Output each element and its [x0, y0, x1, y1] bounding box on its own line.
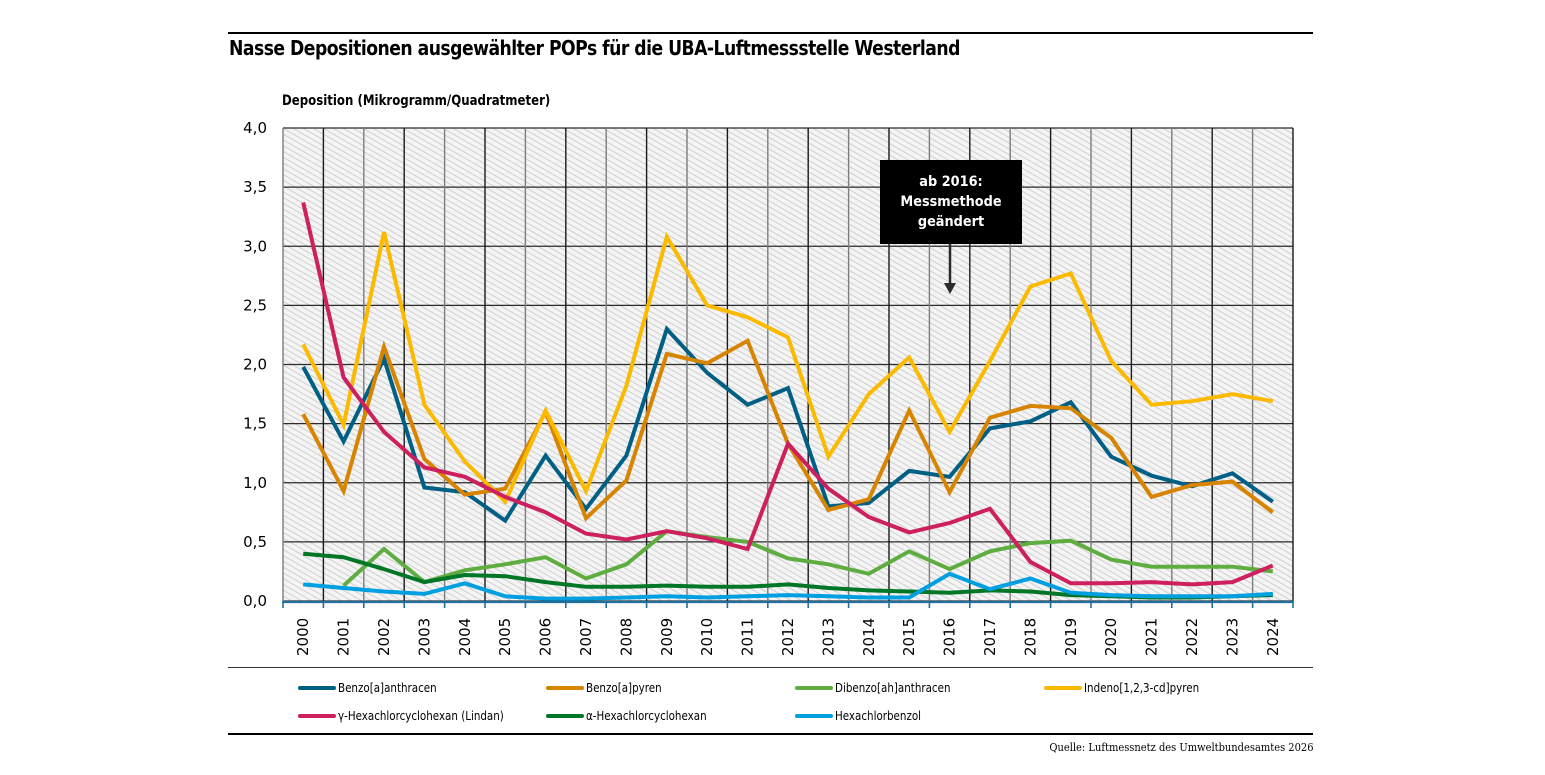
x-tick-label: 2018 — [1021, 618, 1039, 656]
x-tick-label: 2022 — [1183, 618, 1201, 656]
x-tick-label: 2000 — [294, 618, 312, 656]
series-line-hexachlorcyclohexan-lindan — [301, 202, 1274, 587]
legend-item: Dibenzo[ah]anthracen — [795, 680, 969, 696]
y-tick-label: 3,5 — [243, 178, 267, 196]
legend-swatch — [546, 714, 584, 718]
x-axis — [282, 600, 1294, 608]
legend-label: Benzo[a]pyren — [586, 681, 662, 695]
source-note: Quelle: Luftmessnetz des Umweltbundesamt… — [1048, 741, 1313, 754]
x-tick-label: 2014 — [860, 618, 878, 656]
x-tick-label: 2023 — [1223, 618, 1241, 656]
series-lines — [301, 202, 1275, 601]
line-chart: 0,0 0,5 1,0 1,5 2,0 2,5 3,0 3,5 4,0 2000 2001 2002… — [243, 119, 1294, 656]
y-tick-label: 2,0 — [243, 356, 267, 374]
legend-swatch — [298, 686, 336, 690]
legend-item: Hexachlorbenzol — [795, 708, 935, 724]
legend-swatch — [795, 714, 833, 718]
legend-swatch — [795, 686, 833, 690]
y-axis-ticks: 0,0 0,5 1,0 1,5 2,0 2,5 3,0 3,5 4,0 — [243, 119, 267, 610]
legend-label: Benzo[a]anthracen — [338, 681, 437, 695]
x-tick-label: 2016 — [941, 618, 959, 656]
x-tick-label: 2004 — [456, 618, 474, 656]
x-tick-label: 2007 — [577, 618, 595, 656]
chart-title: Nasse Depositionen ausgewählter POPs für… — [229, 36, 960, 60]
series-line-dibenzo-ah-anthracen — [342, 529, 1274, 588]
x-tick-label: 2021 — [1143, 618, 1161, 656]
legend-item: γ-Hexachlorcyclohexan (Lindan) — [298, 708, 531, 724]
x-tick-label: 2013 — [819, 618, 837, 656]
legend-swatch — [546, 686, 584, 690]
x-tick-label: 2017 — [981, 618, 999, 656]
legend-item: Benzo[a]pyren — [546, 680, 674, 696]
annotation-arrow-head — [944, 283, 956, 294]
annotation-line-2: Messmethode — [900, 194, 1002, 210]
annotation-line-1: ab 2016: — [919, 174, 983, 190]
x-tick-label: 2006 — [537, 618, 555, 656]
x-tick-label: 2019 — [1062, 618, 1080, 656]
legend-label: Dibenzo[ah]anthracen — [835, 681, 951, 695]
legend-swatch — [1044, 686, 1082, 690]
legend-top-rule — [228, 667, 1313, 668]
y-tick-label: 0,0 — [243, 592, 267, 610]
x-tick-label: 2005 — [496, 618, 514, 656]
bottom-rule — [228, 733, 1313, 735]
legend-swatch — [298, 714, 336, 718]
y-tick-label: 0,5 — [243, 533, 267, 551]
y-tick-label: 3,0 — [243, 237, 267, 255]
y-tick-label: 4,0 — [243, 119, 267, 137]
y-axis-label: Deposition (Mikrogramm/Quadratmeter) — [282, 93, 551, 109]
x-tick-label: 2003 — [415, 618, 433, 656]
legend-label: α-Hexachlorcyclohexan — [586, 709, 707, 723]
x-tick-label: 2002 — [375, 618, 393, 656]
x-tick-label: 2020 — [1102, 618, 1120, 656]
series-line-indeno-1-2-3-cd-pyren — [301, 231, 1274, 506]
legend-item: Indeno[1,2,3-cd]pyren — [1044, 680, 1218, 696]
legend-label: Hexachlorbenzol — [835, 709, 922, 723]
annotation-line-3: geändert — [917, 214, 985, 230]
y-tick-label: 1,0 — [243, 474, 267, 492]
x-tick-label: 2024 — [1264, 618, 1282, 656]
legend-label: Indeno[1,2,3-cd]pyren — [1084, 681, 1200, 695]
method-change-annotation: ab 2016: Messmethode geändert — [880, 160, 1022, 244]
annotation-arrow — [944, 244, 956, 294]
x-tick-label: 2009 — [658, 618, 676, 656]
y-tick-label: 2,5 — [243, 296, 267, 314]
x-tick-label: 2001 — [335, 618, 353, 656]
x-tick-label: 2010 — [698, 618, 716, 656]
legend: Benzo[a]anthracen Benzo[a]pyren Dibenzo[ah… — [228, 668, 1313, 734]
x-tick-label: 2011 — [739, 618, 757, 656]
y-tick-label: 1,5 — [243, 415, 267, 433]
x-axis-ticks: 2000 2001 2002 2003 2004 2005 2006 2007 2008 2009… — [294, 618, 1282, 656]
legend-item: α-Hexachlorcyclohexan — [546, 708, 726, 724]
top-rule — [228, 32, 1313, 34]
legend-label: γ-Hexachlorcyclohexan (Lindan) — [338, 709, 504, 723]
x-tick-label: 2012 — [779, 618, 797, 656]
series-line-hexachlorbenzol — [303, 571, 1273, 601]
x-tick-label: 2008 — [617, 618, 635, 656]
x-tick-label: 2015 — [900, 618, 918, 656]
legend-item: Benzo[a]anthracen — [298, 680, 453, 696]
